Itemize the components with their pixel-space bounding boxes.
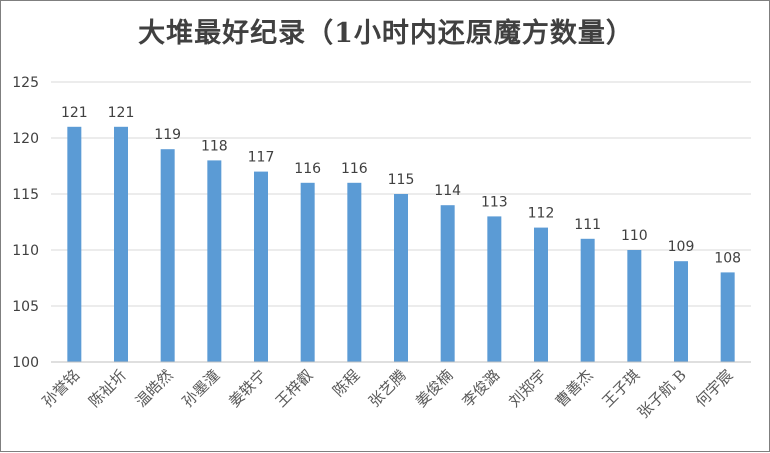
category-label: 王梓叡 bbox=[272, 366, 317, 411]
y-tick-label: 105 bbox=[12, 299, 39, 315]
bar bbox=[254, 171, 268, 362]
bar bbox=[347, 182, 362, 362]
data-label: 111 bbox=[574, 217, 601, 233]
category-label: 姜俊楠 bbox=[412, 366, 457, 411]
data-label: 118 bbox=[201, 138, 228, 154]
category-label: 何宇宸 bbox=[692, 366, 737, 411]
category-label: 曹善杰 bbox=[552, 366, 597, 411]
bar bbox=[300, 182, 315, 362]
bar bbox=[394, 194, 408, 362]
category-label: 陈程 bbox=[329, 366, 363, 400]
category-label: 陈祉圻 bbox=[85, 366, 130, 411]
y-tick-label: 110 bbox=[12, 243, 39, 259]
data-label: 116 bbox=[294, 161, 321, 177]
data-label: 116 bbox=[341, 161, 368, 177]
category-label: 刘郑宇 bbox=[505, 366, 550, 411]
category-label: 张艺腾 bbox=[365, 366, 410, 411]
bar bbox=[487, 216, 502, 362]
data-label: 108 bbox=[714, 250, 741, 266]
category-label: 王子琪 bbox=[599, 366, 644, 411]
bar bbox=[67, 126, 82, 362]
bar bbox=[114, 126, 128, 362]
bar bbox=[674, 261, 688, 362]
bar bbox=[207, 160, 222, 362]
y-tick-label: 100 bbox=[12, 355, 39, 371]
category-label: 姜轶宁 bbox=[225, 366, 270, 411]
category-label: 张子航 B bbox=[634, 366, 690, 422]
data-label: 119 bbox=[154, 127, 181, 143]
data-label: 109 bbox=[668, 239, 695, 255]
data-label: 121 bbox=[108, 105, 135, 121]
category-label: 李俊潞 bbox=[459, 366, 504, 411]
chart-title: 大堆最好纪录（1小时内还原魔方数量） bbox=[138, 18, 634, 49]
bar bbox=[720, 272, 735, 362]
y-tick-label: 125 bbox=[12, 75, 39, 91]
bar bbox=[534, 227, 548, 362]
bar bbox=[160, 149, 175, 362]
data-label: 112 bbox=[528, 206, 555, 222]
data-label: 117 bbox=[248, 150, 275, 166]
category-label: 温皓然 bbox=[132, 366, 177, 411]
data-label: 114 bbox=[434, 183, 461, 199]
bar bbox=[440, 205, 455, 362]
y-tick-label: 115 bbox=[12, 187, 39, 203]
y-tick-label: 120 bbox=[12, 131, 39, 147]
data-label: 115 bbox=[388, 172, 415, 188]
data-label: 110 bbox=[621, 228, 648, 244]
category-label: 孙誉铭 bbox=[39, 366, 84, 411]
data-label: 121 bbox=[61, 105, 88, 121]
category-label: 孙墨潼 bbox=[179, 366, 224, 411]
data-label: 113 bbox=[481, 194, 508, 210]
bar bbox=[627, 250, 642, 362]
bar bbox=[580, 238, 595, 362]
